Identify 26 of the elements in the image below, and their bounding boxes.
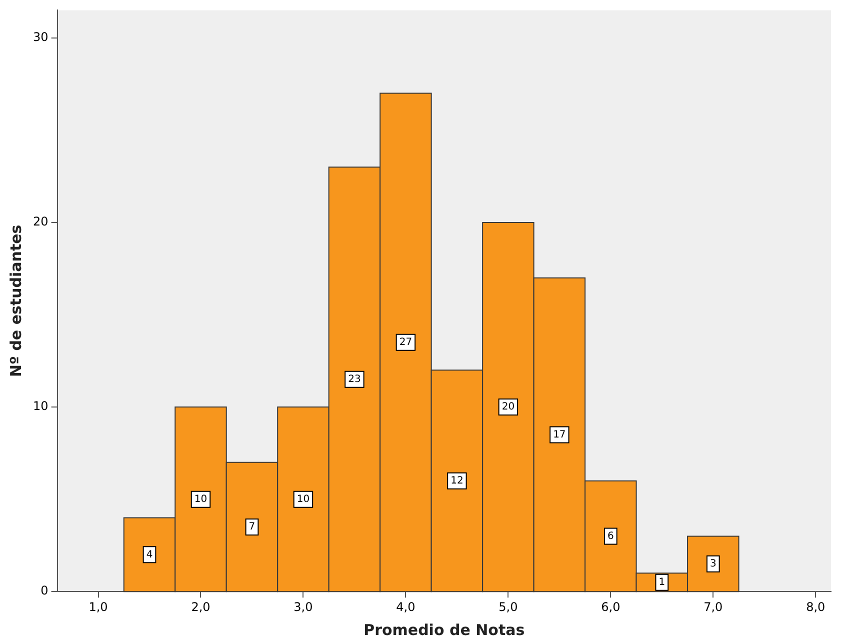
data-label: 17 — [553, 429, 566, 440]
data-label: 20 — [502, 402, 515, 413]
data-label: 6 — [607, 530, 614, 542]
data-label: 10 — [194, 494, 208, 505]
y-axis-title: Nº de estudiantes — [6, 224, 25, 378]
x-tick-label: 2,0 — [191, 600, 210, 614]
data-label: 1 — [658, 576, 666, 588]
data-label: 4 — [146, 549, 153, 560]
y-tick-label: 0 — [40, 584, 48, 598]
data-label: 7 — [248, 522, 256, 533]
data-label: 3 — [710, 558, 716, 570]
y-tick-label: 20 — [32, 214, 48, 229]
data-label: 27 — [399, 337, 412, 348]
x-tick-label: 3,0 — [294, 600, 313, 614]
data-label: 10 — [296, 494, 310, 505]
x-tick-label: 4,0 — [396, 600, 416, 614]
x-tick-label: 1,0 — [88, 600, 108, 614]
x-tick-label: 8,0 — [806, 600, 826, 614]
y-tick-label: 10 — [32, 399, 48, 414]
x-tick-label: 5,0 — [498, 600, 518, 614]
data-label: 12 — [450, 475, 464, 486]
data-label: 23 — [348, 374, 361, 385]
x-tick-label: 6,0 — [601, 600, 620, 614]
x-tick-label: 7,0 — [704, 600, 723, 614]
x-axis-title: Promedio de Notas — [364, 620, 525, 639]
y-tick-label: 30 — [32, 30, 48, 44]
